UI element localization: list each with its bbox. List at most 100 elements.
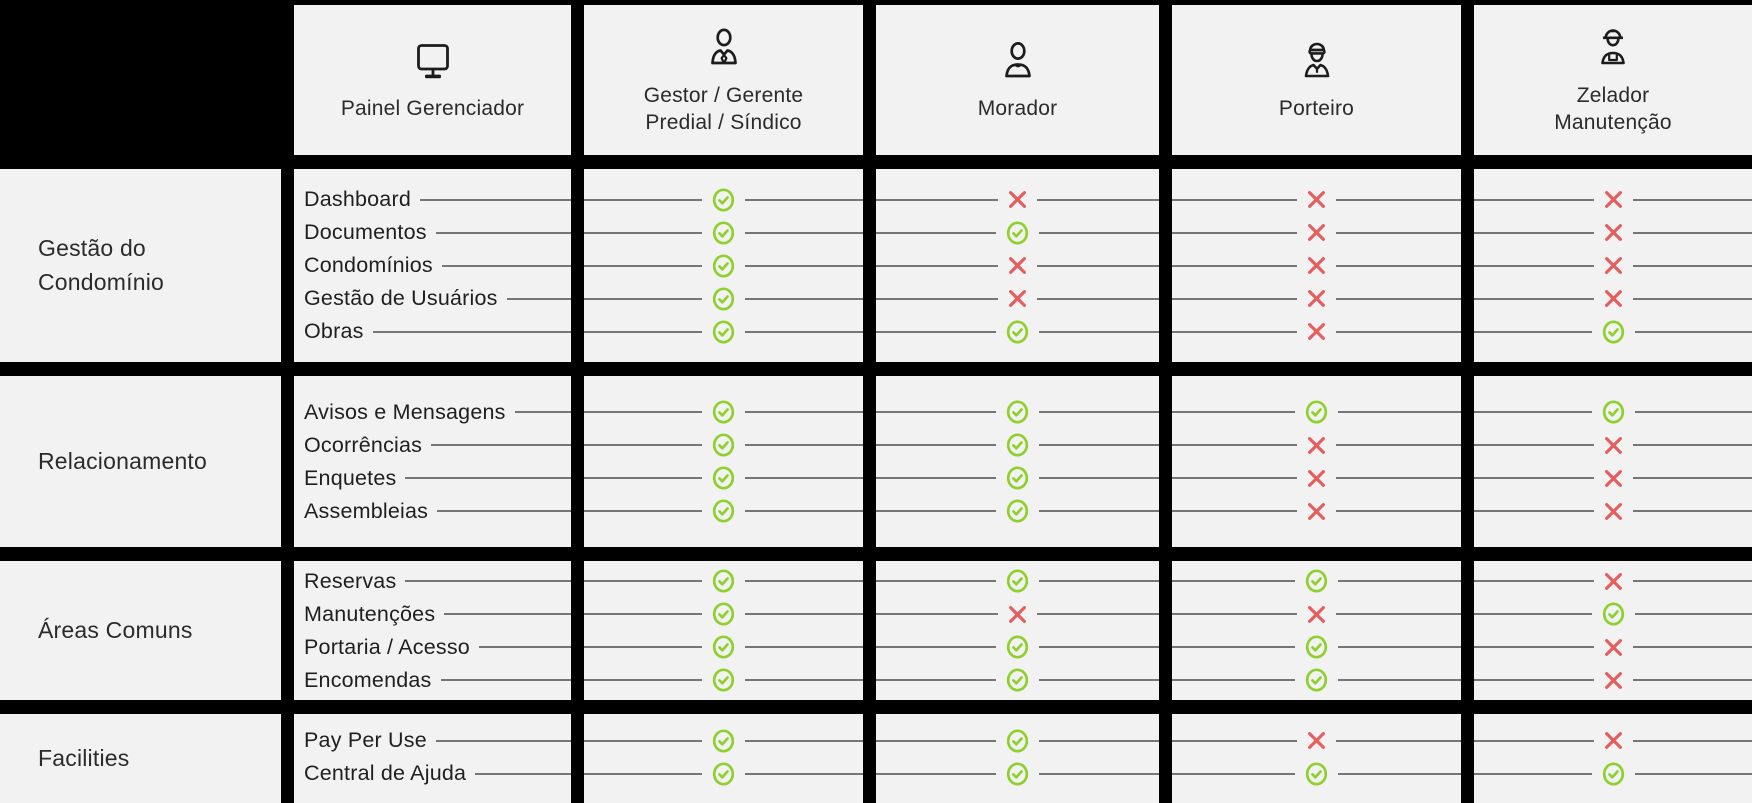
allowed-mark	[1304, 634, 1329, 660]
connector-line	[584, 580, 702, 582]
check-icon	[1602, 761, 1624, 786]
leader-line	[435, 231, 571, 234]
feature-row: Reservas	[294, 565, 571, 598]
access-row	[584, 429, 863, 462]
connector-line	[1172, 264, 1297, 267]
connector-line	[1039, 580, 1159, 582]
janitor-person-icon	[1589, 24, 1637, 74]
group-cell-2: Relacionamento	[0, 376, 281, 547]
connector-line	[745, 477, 863, 479]
access-cell-gestor	[584, 376, 863, 547]
connector-line	[1172, 613, 1297, 615]
denied-mark	[1603, 255, 1624, 276]
access-cell-porteiro	[1172, 376, 1461, 547]
connector-line	[1037, 613, 1159, 615]
connector-line	[1336, 297, 1461, 300]
allowed-mark	[1005, 568, 1030, 594]
connector-line	[1039, 411, 1159, 413]
denied-mark	[1306, 321, 1327, 342]
connector-line	[1474, 264, 1594, 267]
connector-line	[1474, 772, 1592, 775]
denied-mark	[1306, 222, 1327, 243]
check-icon	[1006, 466, 1029, 490]
access-row	[584, 396, 863, 429]
connector-line	[1172, 739, 1297, 742]
access-row	[1172, 565, 1461, 598]
access-cell-gestor	[584, 561, 863, 700]
feature-label: Encomendas	[304, 667, 432, 692]
connector-line	[1474, 444, 1594, 446]
access-row	[1172, 495, 1461, 528]
denied-mark	[1603, 222, 1624, 243]
cross-icon	[1604, 638, 1622, 656]
check-icon	[1602, 319, 1624, 344]
denied-mark	[1603, 501, 1624, 522]
denied-mark	[1306, 468, 1327, 489]
cross-icon	[1009, 605, 1026, 623]
access-row	[1172, 757, 1461, 790]
access-row	[1474, 664, 1752, 697]
allowed-mark	[711, 319, 736, 345]
feature-row: Condomínios	[294, 249, 571, 282]
connector-line	[1172, 580, 1295, 582]
access-cell-zelador	[1474, 169, 1752, 362]
connector-line	[745, 330, 863, 333]
allowed-mark	[1005, 319, 1030, 345]
column-header-porteiro: Porteiro	[1172, 5, 1461, 155]
denied-mark	[1306, 501, 1327, 522]
check-icon	[712, 286, 735, 311]
connector-line	[1039, 739, 1159, 742]
check-icon	[1006, 761, 1029, 786]
connector-line	[1338, 580, 1461, 582]
connector-line	[876, 580, 996, 582]
allowed-mark	[1304, 667, 1329, 693]
access-row	[1172, 724, 1461, 757]
denied-mark	[1603, 468, 1624, 489]
access-row	[1474, 183, 1752, 216]
cross-icon	[1604, 469, 1622, 487]
connector-line	[1474, 613, 1592, 615]
cross-icon	[1604, 502, 1622, 520]
feature-row: Gestão de Usuários	[294, 282, 571, 315]
connector-line	[1632, 477, 1752, 479]
allowed-mark	[711, 761, 736, 787]
connector-line	[876, 231, 996, 234]
connector-line	[1336, 198, 1461, 201]
connector-line	[1172, 510, 1297, 512]
column-header-label: Zelador Manutenção	[1554, 83, 1672, 134]
connector-line	[876, 198, 998, 201]
group-label: Facilities	[38, 744, 130, 771]
feature-row: Encomendas	[294, 664, 571, 697]
connector-line	[1037, 198, 1159, 201]
leader-line	[441, 264, 571, 267]
check-icon	[712, 466, 735, 490]
denied-mark	[1603, 670, 1624, 691]
cross-icon	[1308, 605, 1325, 623]
access-row	[876, 249, 1159, 282]
check-icon	[712, 499, 735, 523]
access-row	[876, 495, 1159, 528]
access-row	[1172, 183, 1461, 216]
cross-icon	[1308, 502, 1325, 520]
cross-icon	[1308, 191, 1325, 208]
allowed-mark	[711, 220, 736, 246]
connector-line	[876, 411, 996, 413]
connector-line	[1634, 613, 1752, 615]
connector-line	[1474, 330, 1592, 333]
access-cell-zelador	[1474, 561, 1752, 700]
connector-line	[1172, 444, 1297, 446]
access-row	[876, 565, 1159, 598]
check-icon	[1305, 400, 1328, 424]
cross-icon	[1308, 323, 1325, 340]
feature-label: Enquetes	[304, 465, 397, 490]
group-cell-1: Gestão do Condomínio	[0, 169, 281, 362]
group-label: Gestão do Condomínio	[38, 235, 165, 295]
feature-label: Manutenções	[304, 601, 436, 626]
cross-icon	[1604, 224, 1622, 241]
feature-row: Portaria / Acesso	[294, 631, 571, 664]
connector-line	[1634, 772, 1752, 775]
allowed-mark	[711, 634, 736, 660]
denied-mark	[1306, 288, 1327, 309]
connector-line	[1632, 444, 1752, 446]
allowed-mark	[1601, 761, 1626, 787]
